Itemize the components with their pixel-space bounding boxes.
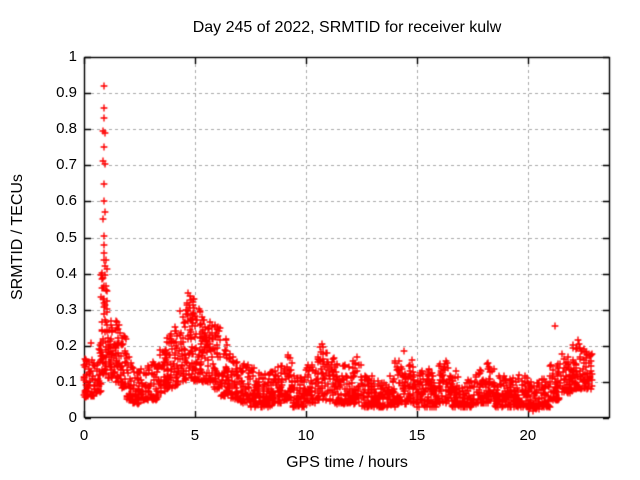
x-tick-label: 0	[79, 427, 89, 444]
y-tick-label: 0.8	[56, 120, 77, 138]
y-tick-label: 0.2	[56, 336, 77, 354]
y-tick-label: 0.4	[56, 264, 77, 282]
x-axis-title: GPS time / hours	[286, 454, 408, 471]
y-tick-label: 0	[68, 409, 77, 426]
x-tick-label: 10	[297, 427, 315, 444]
y-tick-label: 0.9	[56, 84, 77, 102]
x-tick-label: 20	[519, 427, 537, 444]
chart-title: Day 245 of 2022, SRMTID for receiver kul…	[192, 19, 502, 36]
y-tick-label: 0.5	[56, 228, 77, 246]
y-tick-label: 0.1	[56, 372, 77, 390]
x-tick-label: 5	[190, 427, 200, 444]
x-tick-label: 15	[408, 427, 426, 444]
y-tick-label: 0.7	[56, 156, 77, 174]
y-tick-label: 0.6	[56, 192, 77, 210]
y-tick-label: 1	[68, 48, 77, 65]
y-tick-label: 0.3	[56, 300, 77, 318]
